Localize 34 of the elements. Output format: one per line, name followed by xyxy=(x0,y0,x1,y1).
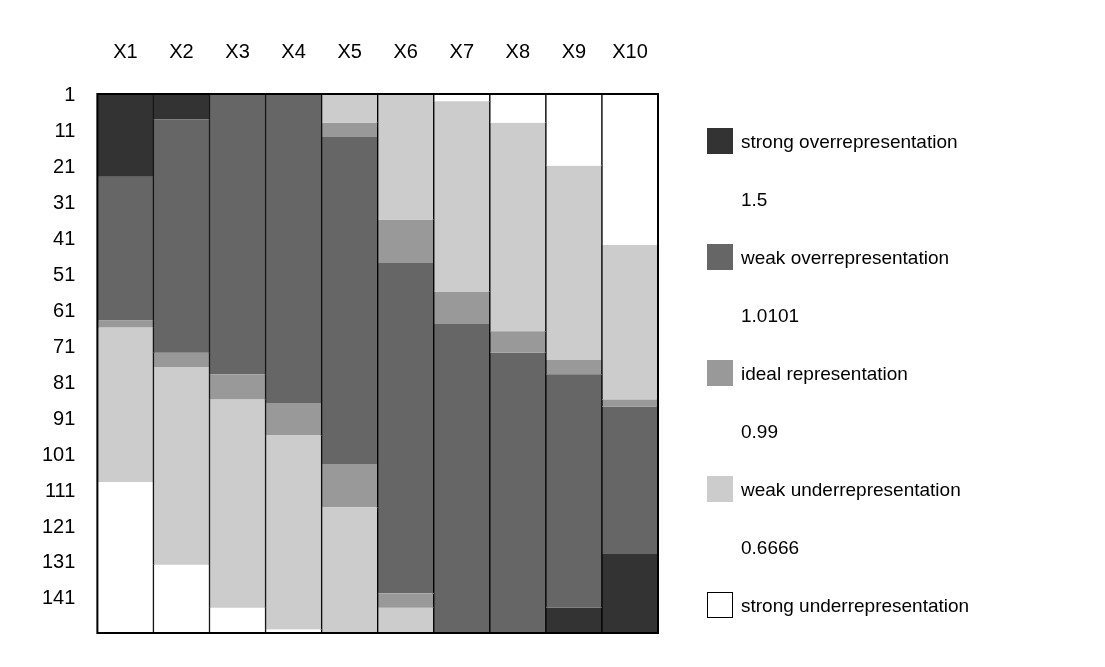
x-tick-label: X1 xyxy=(113,39,138,62)
y-tick-label: 91 xyxy=(53,406,76,429)
y-tick-label: 21 xyxy=(53,155,76,178)
y-tick-label: 61 xyxy=(53,298,76,321)
text: 0.6666 xyxy=(741,536,800,558)
legend-label: strong overrepresentation xyxy=(741,130,958,152)
text: 1.0101 xyxy=(741,304,800,326)
x-tick-label: X7 xyxy=(449,39,475,62)
x-tick-label: X2 xyxy=(169,39,194,62)
text: 0.99 xyxy=(741,420,778,442)
y-tick-label: 121 xyxy=(41,514,76,537)
x-tick-label: X9 xyxy=(561,39,587,62)
y-tick-label: 1 xyxy=(64,83,76,106)
legend-label: strong underrepresentation xyxy=(741,594,970,616)
y-tick-label: 111 xyxy=(44,478,76,501)
y-tick-label: 31 xyxy=(53,191,76,214)
x-tick-label: X10 xyxy=(612,39,648,62)
text: 1.5 xyxy=(741,188,768,210)
y-tick-label: 41 xyxy=(53,227,76,250)
y-tick-label: 81 xyxy=(53,370,76,393)
y-tick-label: 71 xyxy=(53,334,76,357)
legend-label: weak underrepresentation xyxy=(741,478,961,500)
x-tick-label: X6 xyxy=(393,39,418,62)
x-tick-label: X4 xyxy=(281,39,306,62)
x-tick-label: X5 xyxy=(337,39,362,62)
y-tick-label: 141 xyxy=(41,586,76,609)
y-tick-label: 131 xyxy=(41,550,76,573)
legend-label: ideal representation xyxy=(741,362,908,384)
legend-label: weak overrepresentation xyxy=(741,246,950,268)
y-tick-label: 101 xyxy=(41,442,76,465)
x-tick-label: X8 xyxy=(505,39,531,62)
y-tick-label: 11 xyxy=(54,119,76,142)
x-tick-label: X3 xyxy=(225,39,250,62)
y-tick-label: 51 xyxy=(53,262,76,285)
